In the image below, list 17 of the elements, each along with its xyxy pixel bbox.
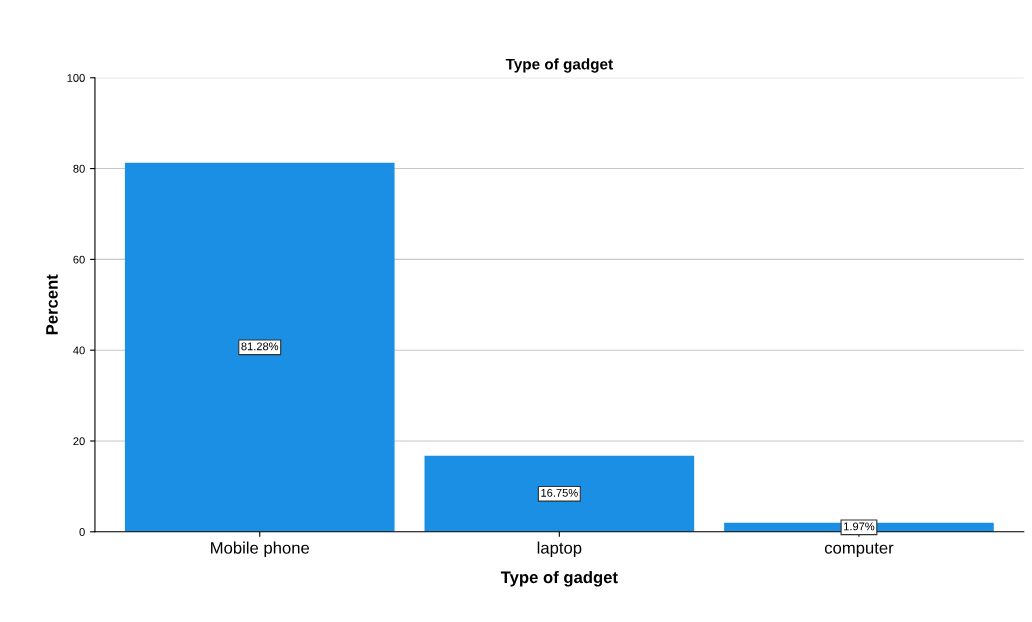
- data-label: 81.28%: [241, 342, 279, 351]
- y-axis-title: Percent: [46, 274, 58, 335]
- bar: [124, 162, 395, 532]
- y-tick-label: 100: [67, 74, 85, 82]
- x-axis-title: Type of gadget: [500, 570, 618, 587]
- y-tick-label: 60: [73, 255, 85, 264]
- chart-title: Type of gadget: [505, 58, 613, 73]
- x-tick-label: computer: [824, 542, 894, 558]
- data-label: 16.75%: [541, 488, 578, 497]
- y-tick-label: 40: [73, 346, 85, 355]
- x-tick-label: laptop: [537, 541, 582, 558]
- data-label: 1.97%: [844, 522, 875, 531]
- y-tick-label: 0: [79, 528, 85, 536]
- bar: [424, 455, 695, 532]
- x-tick-label: Mobile phone: [211, 541, 310, 558]
- y-tick-label: 80: [73, 164, 85, 173]
- y-tick-label: 20: [73, 437, 85, 446]
